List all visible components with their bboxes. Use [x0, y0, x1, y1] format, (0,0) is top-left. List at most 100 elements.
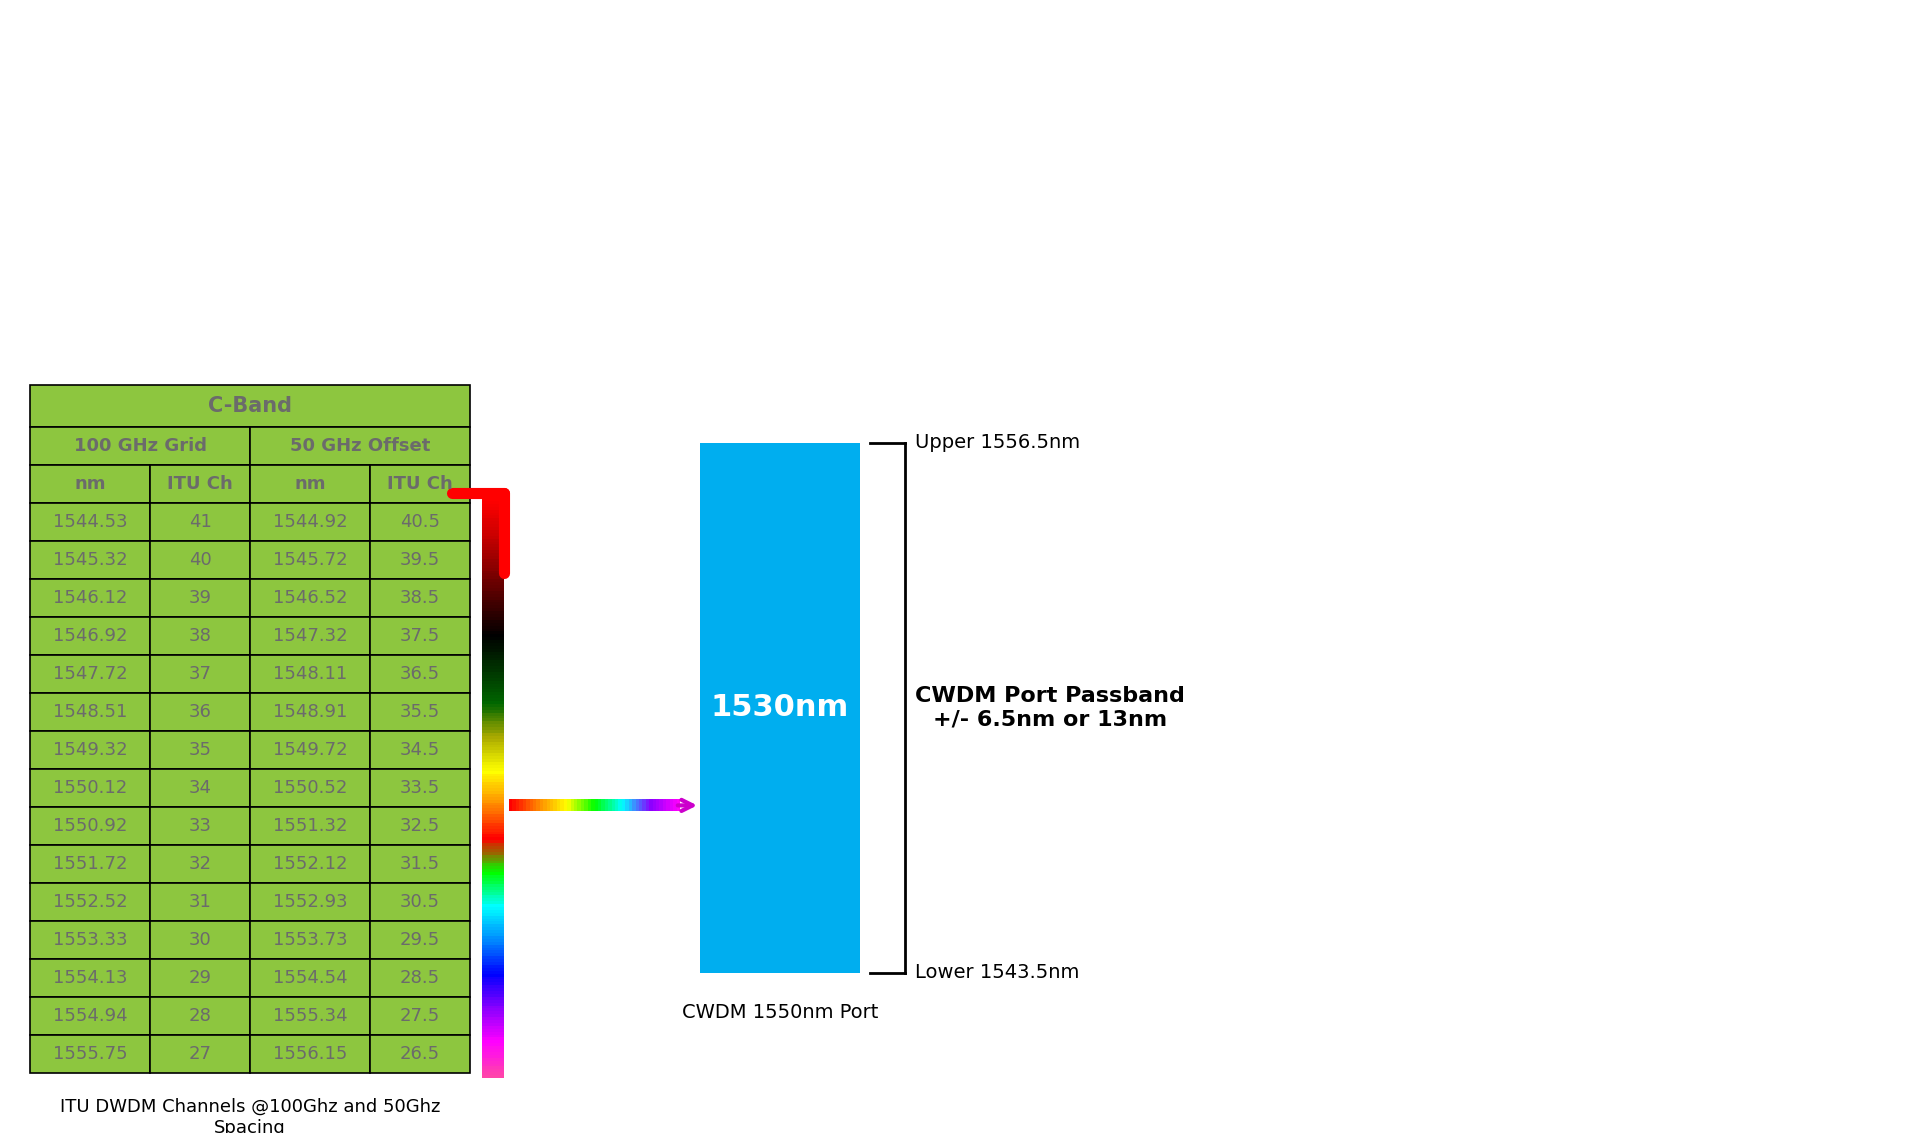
Bar	[592, 800, 596, 811]
Bar	[482, 927, 503, 930]
Bar	[584, 800, 588, 811]
Text: 1550.12: 1550.12	[54, 780, 127, 796]
Bar	[482, 501, 503, 504]
FancyBboxPatch shape	[250, 503, 371, 540]
Text: 1553.73: 1553.73	[273, 931, 348, 949]
Bar	[482, 680, 503, 683]
Text: 1545.72: 1545.72	[273, 551, 348, 569]
FancyBboxPatch shape	[371, 807, 471, 845]
FancyBboxPatch shape	[31, 959, 150, 997]
Bar	[659, 800, 663, 811]
Bar	[482, 640, 503, 644]
Bar	[574, 800, 578, 811]
Bar	[482, 834, 503, 837]
Text: 36: 36	[188, 702, 211, 721]
Bar	[540, 800, 544, 811]
Bar	[482, 544, 503, 547]
Bar	[482, 994, 503, 997]
Text: 29: 29	[188, 969, 211, 987]
FancyBboxPatch shape	[31, 883, 150, 921]
FancyBboxPatch shape	[371, 769, 471, 807]
Bar	[482, 1060, 503, 1064]
Bar	[482, 804, 503, 808]
Text: nm: nm	[294, 475, 327, 493]
Bar	[482, 561, 503, 564]
Bar	[482, 910, 503, 913]
Text: 1530nm: 1530nm	[711, 693, 849, 723]
Bar	[513, 800, 517, 811]
FancyBboxPatch shape	[150, 997, 250, 1036]
Bar	[482, 799, 503, 802]
Bar	[482, 721, 503, 724]
Bar	[578, 800, 582, 811]
FancyBboxPatch shape	[31, 465, 150, 503]
Bar	[588, 800, 592, 811]
Bar	[482, 906, 503, 910]
Bar	[482, 1051, 503, 1055]
FancyBboxPatch shape	[371, 883, 471, 921]
Bar	[532, 800, 536, 811]
Bar	[482, 776, 503, 780]
Bar	[482, 527, 503, 530]
Text: 1549.32: 1549.32	[52, 741, 127, 759]
Bar	[482, 808, 503, 811]
Bar	[482, 956, 503, 960]
Bar	[482, 895, 503, 898]
Bar	[482, 576, 503, 579]
Bar	[482, 616, 503, 620]
Bar	[482, 651, 503, 655]
Bar	[482, 1022, 503, 1025]
Text: 39.5: 39.5	[400, 551, 440, 569]
Bar	[597, 800, 601, 811]
Bar	[649, 800, 653, 811]
Bar	[482, 863, 503, 867]
Bar	[482, 823, 503, 826]
Text: 31.5: 31.5	[400, 855, 440, 874]
Bar	[482, 773, 503, 776]
Text: ITU Ch: ITU Ch	[167, 475, 232, 493]
Text: 1551.72: 1551.72	[52, 855, 127, 874]
Bar	[482, 666, 503, 670]
Text: C-Band: C-Band	[207, 397, 292, 416]
Text: CWDM 1550nm Port: CWDM 1550nm Port	[682, 1003, 878, 1022]
Bar	[561, 800, 565, 811]
Bar	[645, 800, 649, 811]
Bar	[482, 830, 503, 834]
Bar	[482, 840, 503, 843]
Bar	[482, 514, 503, 518]
Bar	[482, 663, 503, 666]
Bar	[482, 875, 503, 878]
FancyBboxPatch shape	[150, 959, 250, 997]
Bar	[482, 1016, 503, 1020]
Bar	[580, 800, 584, 811]
Bar	[482, 903, 503, 906]
Bar	[482, 892, 503, 895]
Bar	[482, 791, 503, 794]
Bar	[482, 668, 503, 672]
Bar	[605, 800, 609, 811]
Bar	[482, 607, 503, 611]
FancyBboxPatch shape	[250, 731, 371, 769]
Text: 1545.32: 1545.32	[52, 551, 127, 569]
FancyBboxPatch shape	[250, 997, 371, 1036]
Bar	[482, 811, 503, 815]
FancyBboxPatch shape	[31, 693, 150, 731]
Bar	[482, 897, 503, 901]
Bar	[482, 599, 503, 603]
Text: nm: nm	[75, 475, 106, 493]
Text: CWDM Port Passband
+/- 6.5nm or 13nm: CWDM Port Passband +/- 6.5nm or 13nm	[914, 687, 1185, 730]
Bar	[482, 706, 503, 709]
Text: 38: 38	[188, 627, 211, 645]
FancyBboxPatch shape	[371, 921, 471, 959]
Bar	[482, 877, 503, 880]
Text: 1547.32: 1547.32	[273, 627, 348, 645]
FancyBboxPatch shape	[150, 1036, 250, 1073]
Bar	[482, 602, 503, 605]
Bar	[482, 559, 503, 562]
Bar	[482, 1063, 503, 1066]
Bar	[557, 800, 561, 811]
Bar	[482, 869, 503, 872]
Bar	[636, 800, 640, 811]
Bar	[482, 550, 503, 553]
Bar	[482, 625, 503, 629]
